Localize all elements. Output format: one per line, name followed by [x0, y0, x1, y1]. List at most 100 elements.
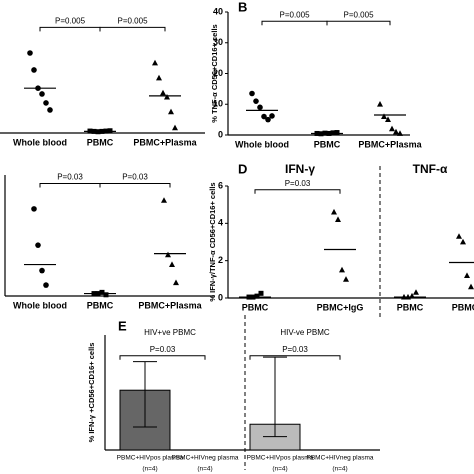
x-tick-label: PBMC+HIVneg plasma: [171, 455, 238, 462]
panel-letter: D: [238, 161, 247, 176]
x-tick-label: PBMC: [452, 302, 474, 312]
point: [27, 50, 33, 56]
point: [464, 272, 470, 278]
point: [397, 130, 403, 136]
point: [173, 279, 179, 286]
point: [331, 208, 337, 215]
bracket: [99, 26, 166, 32]
error-bar: [263, 356, 287, 438]
point: [257, 104, 263, 111]
y-tick-label: 0: [218, 292, 223, 302]
x-tick-label: PBMC+HIVneg plasma: [306, 455, 373, 462]
point: [381, 113, 387, 119]
y-tick-label: 6: [218, 180, 223, 190]
y-tick-label: 4: [218, 218, 223, 228]
x-tick-label: PBMC: [314, 139, 341, 149]
point: [343, 276, 349, 282]
y-tick-label: 40: [213, 6, 223, 16]
point: [377, 101, 383, 107]
point: [413, 289, 419, 295]
point: [103, 292, 109, 298]
x-tick-label: PBMC+Plasma: [138, 300, 202, 310]
point: [460, 238, 466, 245]
point: [265, 116, 271, 123]
point: [339, 266, 345, 273]
bracket-label: P=0.005: [343, 10, 374, 19]
bracket: [326, 20, 391, 26]
y-tick-label: 30: [213, 37, 223, 47]
x-tick-label: PBMC: [87, 137, 114, 147]
point: [258, 290, 264, 296]
point: [335, 216, 341, 222]
panel-letter: B: [238, 0, 247, 14]
point: [99, 289, 105, 295]
point: [254, 293, 260, 299]
x-tick-label: PBMC+IgG: [317, 302, 364, 312]
n-label: (n=4): [332, 466, 347, 473]
x-tick-label: Whole blood: [13, 137, 67, 147]
point: [169, 261, 175, 267]
n-label: (n=4): [142, 466, 157, 473]
x-tick-label: PBMC: [87, 300, 114, 310]
bracket-label: P=0.03: [122, 173, 148, 182]
n-label: (n=4): [272, 466, 287, 473]
y-tick-label: 20: [213, 68, 223, 78]
point: [249, 90, 255, 97]
point: [47, 107, 53, 113]
bracket: [254, 189, 341, 194]
point: [334, 130, 340, 136]
point: [35, 242, 41, 248]
point: [456, 233, 462, 239]
bracket-label: P=0.005: [117, 17, 148, 26]
bracket: [249, 355, 341, 360]
point: [160, 89, 166, 96]
bracket-label: P=0.03: [285, 179, 311, 188]
point: [156, 74, 162, 81]
x-tick-label: Whole blood: [13, 300, 67, 310]
error-bar: [133, 361, 157, 428]
bracket-label: P=0.005: [279, 10, 310, 19]
x-tick-label: PBMC+HIVpos plasma: [117, 455, 184, 462]
point: [43, 100, 49, 106]
point: [385, 116, 391, 123]
bracket: [39, 182, 101, 188]
bracket: [119, 355, 206, 360]
x-tick-label: PBMC+Plasma: [133, 137, 197, 147]
x-tick-label: PBMC+HIVpos plasma: [247, 455, 314, 462]
bracket: [99, 182, 171, 188]
bracket-label: P=0.005: [55, 17, 86, 26]
y-tick-label: 2: [218, 255, 223, 265]
point: [269, 113, 275, 119]
x-tick-label: PBMC: [242, 302, 269, 312]
point: [330, 130, 336, 136]
panel-letter: E: [118, 318, 127, 333]
group-label: HIV-ve PBMC: [280, 328, 330, 337]
point: [31, 67, 37, 73]
x-tick-label: PBMC: [397, 302, 424, 312]
subtitle: TNF-α: [413, 162, 448, 176]
group-label: HIV+ve PBMC: [144, 328, 196, 337]
point: [39, 267, 45, 274]
y-tick-label: 10: [213, 99, 223, 109]
y-tick-label: 0: [218, 129, 223, 139]
y-axis-label: % TNF-α CD56+CD16+ cells: [210, 24, 219, 122]
bracket-label: P=0.03: [282, 345, 308, 354]
point: [389, 125, 395, 132]
point: [43, 282, 49, 288]
bracket: [39, 26, 101, 32]
point: [161, 197, 167, 203]
point: [261, 113, 267, 120]
point: [107, 128, 113, 134]
point: [468, 283, 474, 290]
point: [152, 59, 158, 66]
y-axis-label: % IFN-γ +CD56+CD16+ cells: [87, 343, 96, 443]
y-axis-label: % IFN-γ/TNF-α CD56+CD16+ cells: [208, 182, 217, 301]
bracket: [261, 20, 328, 26]
point: [172, 124, 178, 131]
point: [253, 98, 259, 104]
point: [393, 128, 399, 135]
x-tick-label: PBMC+Plasma: [358, 139, 422, 149]
point: [164, 93, 170, 100]
subtitle: IFN-γ: [285, 162, 315, 176]
